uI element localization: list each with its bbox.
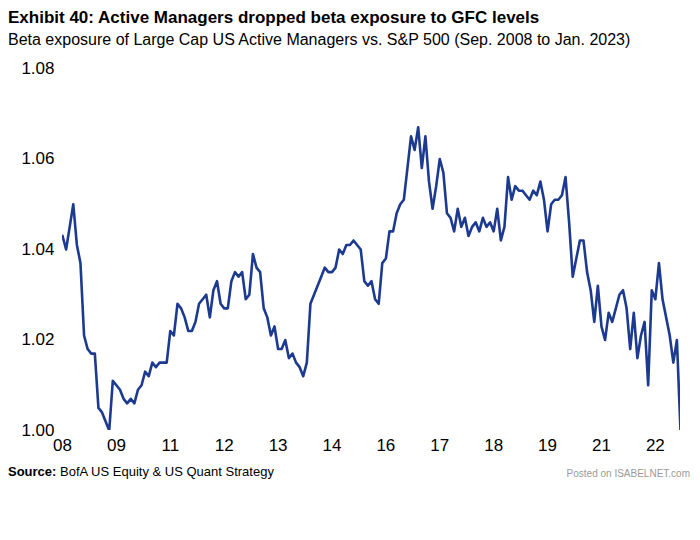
html-text:Exhibit 40: Active Managers dr: Exhibit 40: Active Managers dropped beta… xyxy=(8,8,540,27)
html-text:Posted on ISABELNET.com: Posted on ISABELNET.com xyxy=(566,468,690,479)
svg-text:12: 12 xyxy=(215,436,234,455)
html-text:Beta exposure of Large Cap US: Beta exposure of Large Cap US Active Man… xyxy=(8,31,631,48)
svg-text:1.06: 1.06 xyxy=(21,149,54,168)
svg-text:09: 09 xyxy=(107,436,126,455)
svg-text:13: 13 xyxy=(269,436,288,455)
svg-text:18: 18 xyxy=(484,436,503,455)
svg-text:1.04: 1.04 xyxy=(21,240,54,259)
svg-text:19: 19 xyxy=(538,436,557,455)
html-text:Source: BofA US Equity & US Qu: Source: BofA US Equity & US Quant Strate… xyxy=(8,464,274,479)
svg-text:1.00: 1.00 xyxy=(21,421,54,440)
svg-text:11: 11 xyxy=(161,436,179,455)
svg-text:1.02: 1.02 xyxy=(21,330,54,349)
svg-text:21: 21 xyxy=(592,436,611,455)
svg-text:14: 14 xyxy=(323,436,342,455)
svg-text:17: 17 xyxy=(430,436,449,455)
svg-text:22: 22 xyxy=(646,436,665,455)
svg-text:1.08: 1.08 xyxy=(21,59,54,78)
svg-text:08: 08 xyxy=(53,436,72,455)
svg-text:16: 16 xyxy=(376,436,395,455)
